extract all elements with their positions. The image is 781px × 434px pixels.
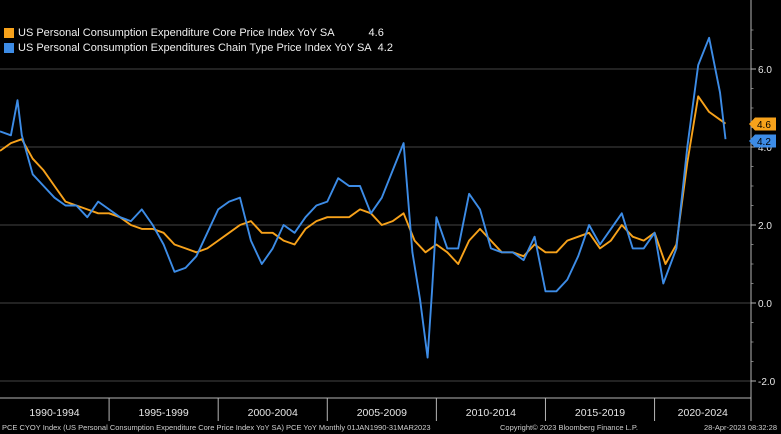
y-tick-label-0: -2.0 [758, 377, 776, 388]
legend-value-core-pce: 4.6 [368, 26, 384, 39]
y-tick-label-2: 2.0 [758, 221, 772, 232]
series-line-1 [0, 36, 727, 359]
footer-source: PCE CYOY Index (US Personal Consumption … [2, 423, 431, 432]
x-axis-periods: 1990-1994 1995-1999 2000-2004 2005-2009 2010… [29, 398, 728, 421]
legend-value-pce: 4.2 [377, 41, 393, 54]
period-label-6: 2020-2024 [678, 407, 728, 419]
chart-footer: PCE CYOY Index (US Personal Consumption … [0, 423, 781, 434]
y-axis-ticks: -2.0 0.0 2.0 4.0 6.0 [751, 29, 776, 388]
period-label-2: 2000-2004 [248, 407, 298, 419]
last-value-label-1: 4.2 [757, 137, 771, 148]
legend-swatch-pce [4, 42, 14, 53]
period-label-0: 1990-1994 [29, 407, 79, 419]
legend-item-core-pce[interactable]: US Personal Consumption Expenditure Core… [4, 25, 393, 40]
legend-label-pce: US Personal Consumption Expenditures Cha… [18, 41, 372, 54]
legend-item-pce[interactable]: US Personal Consumption Expenditures Cha… [4, 40, 393, 55]
last-value-label-0: 4.6 [757, 120, 771, 131]
grid-lines [0, 68, 751, 382]
last-value-badge-0 [749, 117, 776, 131]
axes-frame [0, 0, 752, 421]
y-tick-label-4: 6.0 [758, 65, 772, 76]
legend-label-core-pce: US Personal Consumption Expenditure Core… [18, 26, 335, 39]
footer-timestamp: 28-Apr-2023 08:32:28 [704, 423, 777, 432]
last-value-markers: 4.6 4.2 [749, 117, 776, 148]
period-label-4: 2010-2014 [466, 407, 516, 419]
period-label-5: 2015-2019 [575, 407, 625, 419]
y-tick-label-1: 0.0 [758, 299, 772, 310]
last-value-badge-1 [749, 134, 776, 148]
chart-legend[interactable]: US Personal Consumption Expenditure Core… [4, 25, 393, 55]
series-lines [0, 36, 727, 359]
legend-swatch-core-pce [4, 27, 14, 38]
series-line-0 [0, 95, 727, 265]
period-label-3: 2005-2009 [357, 407, 407, 419]
y-tick-label-3: 4.0 [758, 143, 772, 154]
period-label-1: 1995-1999 [139, 407, 189, 419]
footer-copyright: Copyright© 2023 Bloomberg Finance L.P. [500, 423, 638, 432]
